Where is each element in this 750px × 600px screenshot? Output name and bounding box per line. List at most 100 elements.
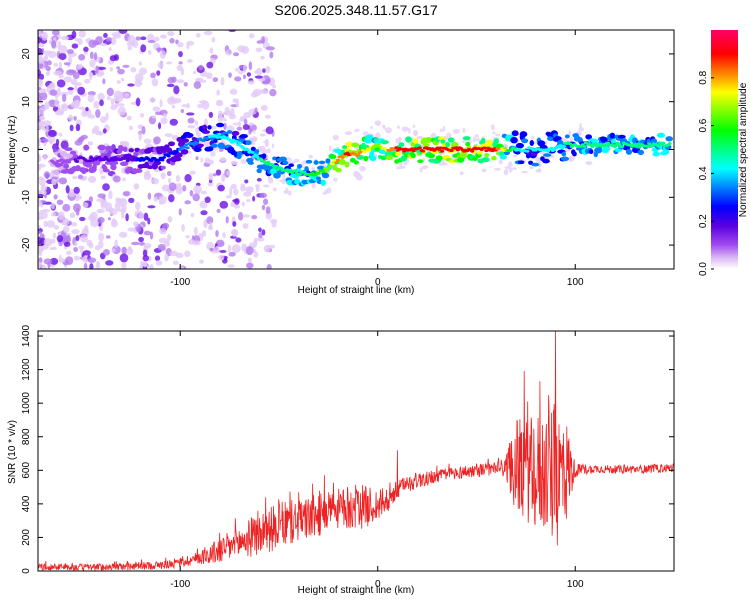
spectrogram-noise-blob [80,234,88,243]
spectrogram-noise-blob [166,83,175,88]
spectrogram-noise-blob [53,62,59,67]
spectrogram-noise-blob [354,128,360,133]
spectrogram-noise-blob [219,249,227,253]
spectrogram-ridge-blob [201,130,211,134]
spectrogram-noise-blob [212,150,216,157]
spectrogram-noise-blob [38,261,42,268]
spectrogram-noise-blob [252,129,256,134]
spectrogram-noise-blob [51,202,55,210]
spectrogram-noise-blob [78,136,85,141]
spectrogram-y-label: Frequency (Hz) [7,116,18,185]
spectrogram-ridge-core [166,154,171,158]
spectrogram-noise-blob [74,38,80,42]
spectrogram-noise-blob [529,166,534,170]
spectrogram-noise-blob [228,30,237,33]
spectrogram-noise-blob [137,81,143,86]
spectrogram-noise-blob [75,197,80,202]
spectrogram-noise-blob [163,113,167,118]
spectrogram-noise-blob [148,256,152,262]
spectrogram-noise-blob [127,35,136,45]
spectrogram-ridge-core [297,173,302,177]
spectrogram-noise-blob [38,111,41,117]
spectrogram-noise-blob [238,70,244,75]
spectrogram-noise-blob [538,168,542,172]
spectrogram-noise-blob [333,177,338,182]
spectrogram-noise-blob [251,136,258,142]
spectrogram-noise-blob [108,47,112,52]
spectrogram-noise-blob [174,97,182,104]
spectrogram-noise-blob [51,176,59,180]
spectrogram-y-tick-label: 0 [21,146,32,152]
spectrogram-noise-blob [242,214,251,218]
spectrogram-ridge-blob [127,166,134,171]
spectrogram-noise-blob [272,187,277,192]
spectrogram-noise-blob [127,83,135,87]
spectrogram-ridge-blob [210,143,218,148]
spectrogram-noise-blob [129,125,133,131]
spectrogram-ridge-core [215,136,220,139]
spectrogram-noise-blob [131,241,140,246]
spectrogram-noise-blob [153,196,158,202]
spectrogram-noise-blob [58,254,62,263]
spectrogram-ridge-blob [113,160,119,165]
spectrogram-ridge-blob [380,140,389,145]
spectrogram-noise-blob [143,260,147,268]
spectrogram-ridge-blob [652,151,660,157]
spectrogram-noise-blob [74,99,81,107]
spectrogram-noise-blob [240,159,246,164]
spectrogram-noise-blob [118,231,128,238]
spectrogram-noise-blob [98,71,105,76]
spectrogram-noise-blob [96,198,105,202]
spectrogram-noise-blob [195,182,201,187]
spectrogram-noise-blob [223,256,228,261]
spectrogram-noise-blob [493,167,501,171]
spectrogram-noise-blob [210,150,213,158]
spectrogram-noise-blob [143,173,152,181]
spectrogram-noise-blob [217,184,225,192]
spectrogram-noise-blob [58,75,65,79]
spectrogram-noise-blob [281,178,286,185]
spectrogram-ridge-blob [133,151,139,157]
spectrogram-noise-blob [422,165,429,169]
spectrogram-noise-blob [207,181,214,187]
spectrogram-noise-blob [401,126,409,132]
spectrogram-noise-blob [73,246,79,253]
spectrogram-noise-blob [228,113,237,120]
spectrogram-noise-blob [73,186,80,194]
spectrogram-noise-blob [89,59,96,68]
spectrogram-ridge-core [274,164,279,168]
spectrogram-noise-blob [168,182,177,192]
spectrogram-noise-blob [257,236,265,242]
spectrogram-noise-blob [240,185,247,192]
spectrogram-noise-blob [212,173,217,177]
spectrogram-noise-blob [236,126,243,131]
spectrogram-noise-blob [504,165,512,170]
spectrogram-noise-blob [95,36,103,45]
snr-x-tick-label: -100 [170,579,190,590]
spectrogram-noise-blob [206,61,214,69]
spectrogram-noise-blob [133,221,139,227]
spectrogram-noise-blob [272,84,277,89]
spectrogram-noise-blob [116,66,121,70]
colorbar-tick-label: 0.4 [698,166,709,180]
spectrogram-noise-blob [58,52,67,61]
spectrogram-noise-blob [38,30,42,37]
spectrogram-ridge-core [250,151,255,154]
spectrogram-noise-blob [492,131,496,135]
spectrogram-ridge-core [321,170,326,174]
spectrogram-ridge-core [174,150,179,153]
spectrogram-noise-blob [102,183,110,191]
spectrogram-noise-blob [267,148,271,154]
spectrogram-noise-blob [67,87,74,91]
spectrogram-noise-blob [199,79,207,83]
spectrogram-ridge-blob [187,133,194,138]
spectrogram-noise-blob [215,169,222,176]
spectrogram-ridge-blob [369,155,377,162]
spectrogram-noise-blob [149,97,156,103]
spectrogram-noise-blob [163,240,171,247]
spectrogram-noise-blob [88,39,97,48]
spectrogram-noise-blob [183,82,188,87]
spectrogram-noise-blob [249,122,254,127]
spectrogram-noise-blob [228,251,236,257]
snr-series-line [38,331,674,571]
